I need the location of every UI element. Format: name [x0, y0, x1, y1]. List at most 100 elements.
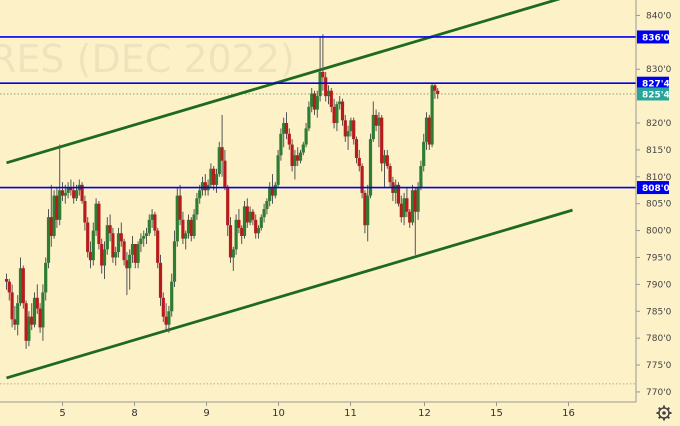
candle — [223, 149, 227, 191]
candle-body — [290, 144, 294, 167]
candle — [111, 227, 115, 263]
candle-body — [422, 141, 426, 167]
candle — [80, 182, 84, 204]
candle-body — [24, 303, 28, 341]
candle — [240, 225, 244, 245]
candle-body — [360, 166, 364, 193]
y-tick-label: 795'0 — [646, 253, 672, 263]
candle — [304, 123, 308, 148]
candle-body — [18, 268, 23, 304]
candle-body — [410, 190, 415, 223]
chart-watermark: RES (DEC 2022) — [0, 37, 295, 81]
candle — [371, 101, 375, 142]
candle-body — [262, 209, 266, 218]
candle — [410, 184, 415, 226]
candle — [422, 133, 426, 172]
candle-body — [296, 155, 300, 161]
candle-body — [35, 297, 39, 309]
candle — [88, 241, 93, 269]
price-tag: 808'0 — [637, 181, 670, 195]
candle-body — [408, 211, 412, 223]
price-tag-box — [637, 181, 669, 195]
candle-body — [58, 190, 62, 220]
candle-body — [144, 233, 149, 236]
candle-body — [63, 192, 67, 196]
settings-gear-icon[interactable] — [656, 405, 672, 421]
grid-layer — [0, 93, 636, 385]
candle — [24, 300, 28, 349]
candle — [133, 244, 137, 269]
candle — [380, 114, 384, 172]
price-tag-label: 825'4 — [642, 90, 670, 100]
candle — [332, 98, 336, 129]
candle-body — [111, 233, 115, 258]
candle — [307, 101, 311, 132]
x-tick-label: 15 — [490, 408, 503, 419]
candle-body — [318, 71, 322, 97]
candle — [105, 217, 109, 255]
candle — [360, 163, 364, 199]
x-tick-label: 12 — [418, 408, 431, 419]
candle-body — [80, 184, 84, 201]
candle-body — [332, 106, 336, 124]
candle — [268, 182, 272, 207]
y-tick-label: 770'0 — [646, 388, 672, 398]
candle-body — [150, 214, 154, 220]
candle — [58, 144, 62, 226]
candle-body — [270, 187, 275, 196]
candle-body — [167, 311, 171, 325]
candle — [21, 265, 25, 309]
candle — [321, 34, 325, 91]
candle — [130, 235, 135, 263]
candle-body — [116, 233, 121, 253]
candle — [27, 311, 31, 347]
candle — [175, 187, 179, 247]
candle-body — [248, 211, 252, 223]
candle — [167, 305, 171, 333]
candle-body — [74, 190, 79, 199]
candle — [242, 201, 247, 239]
candle — [357, 149, 361, 172]
candle — [49, 184, 53, 247]
candle — [41, 284, 45, 341]
candle-body — [198, 190, 202, 199]
candle-body — [139, 238, 143, 245]
y-tick-label: 800'0 — [646, 227, 672, 237]
price-tag-box — [637, 30, 669, 44]
candle-body — [195, 198, 199, 215]
candle-body — [44, 262, 48, 293]
x-tick-label: 5 — [59, 408, 65, 419]
candle-body — [424, 117, 429, 142]
candle-body — [102, 249, 107, 266]
candle — [217, 141, 221, 177]
y-tick-label: 785'0 — [646, 307, 672, 317]
y-tick-label: 790'0 — [646, 280, 672, 290]
candle — [156, 227, 160, 269]
candle — [128, 249, 132, 290]
candle-body — [46, 217, 51, 263]
candle — [35, 284, 39, 314]
candle — [262, 203, 266, 223]
candle-body — [186, 219, 191, 234]
candle-body — [209, 168, 213, 185]
candle — [293, 149, 297, 180]
candle-body — [228, 225, 233, 258]
candle-body — [324, 77, 328, 97]
candle-body — [97, 203, 101, 245]
candle-body — [307, 106, 311, 129]
candle-body — [192, 214, 196, 236]
candle — [125, 252, 129, 296]
candle — [46, 209, 51, 269]
candle — [259, 214, 263, 231]
candle-body — [298, 152, 303, 161]
candle-body — [284, 123, 289, 134]
candle — [245, 198, 249, 228]
candle — [86, 217, 90, 258]
candle — [60, 182, 65, 201]
candle-body — [321, 71, 325, 78]
candle-body — [105, 225, 109, 250]
candle — [142, 230, 146, 247]
candle-body — [405, 198, 409, 212]
price-tag-box — [637, 76, 669, 90]
